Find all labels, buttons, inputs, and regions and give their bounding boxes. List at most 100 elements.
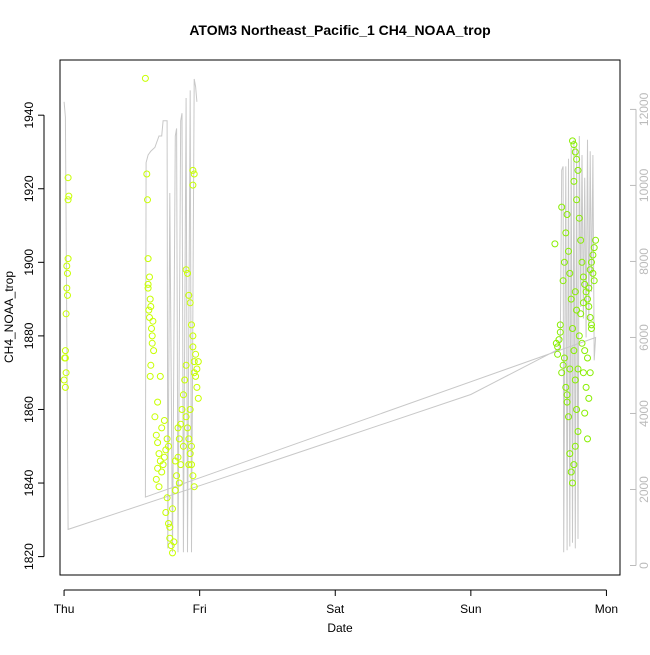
x-axis-label: Date [327, 621, 353, 635]
y2-tick-label: 12000 [637, 92, 650, 126]
data-point [62, 369, 70, 377]
data-point [573, 196, 581, 204]
data-point [186, 406, 194, 413]
data-point [179, 442, 187, 450]
data-point [175, 479, 183, 487]
data-point [571, 376, 579, 384]
data-point [145, 306, 153, 314]
data-point [590, 244, 598, 252]
data-point [558, 369, 566, 377]
data-point [165, 520, 172, 527]
data-point [185, 291, 193, 299]
data-point [577, 236, 585, 244]
data-point [151, 413, 159, 421]
data-point [571, 288, 579, 296]
data-point [163, 494, 171, 502]
y-tick-label: 1880 [22, 322, 36, 349]
data-point [184, 424, 191, 432]
data-point [64, 196, 72, 204]
data-point [194, 394, 202, 402]
data-point [574, 428, 582, 435]
data-point [144, 284, 152, 292]
data-point [188, 321, 195, 329]
data-point [573, 406, 581, 413]
data-point [562, 229, 570, 237]
data-point [149, 317, 157, 325]
data-point [146, 295, 154, 303]
data-point [65, 192, 73, 200]
data-point [171, 457, 179, 465]
data-point [588, 258, 595, 266]
data-point [154, 464, 162, 472]
data-point [160, 453, 168, 461]
data-point [189, 166, 197, 174]
y-axis-left: 1820 1840 1860 1880 1900 1920 1940 [22, 102, 45, 570]
data-point [186, 299, 194, 307]
data-point [169, 549, 176, 557]
data-point [178, 406, 186, 413]
data-point [188, 461, 195, 469]
x-axis: Thu Fri Sat Sun Mon [54, 589, 618, 616]
data-point [570, 461, 578, 469]
y2-tick-label: 8000 [637, 248, 650, 275]
data-point [162, 509, 170, 516]
data-point [563, 391, 571, 399]
y-tick-label: 1860 [22, 396, 36, 423]
data-point [571, 442, 579, 450]
x-tick-label: Fri [193, 602, 207, 616]
data-point [570, 141, 578, 149]
data-point [567, 295, 575, 303]
data-point [185, 435, 193, 443]
data-point [588, 325, 595, 332]
data-point [578, 258, 586, 266]
data-point [158, 468, 166, 476]
data-point [169, 505, 176, 513]
data-point [571, 148, 579, 156]
data-point [554, 343, 562, 351]
data-point [62, 310, 70, 318]
data-point [566, 269, 574, 277]
data-point [559, 361, 567, 369]
data-point [144, 255, 152, 263]
data-point [144, 196, 151, 204]
data-point [155, 450, 163, 458]
data-point [589, 251, 597, 259]
data-point [554, 350, 562, 358]
data-point [64, 269, 71, 277]
data-point [560, 354, 568, 362]
data-point [579, 369, 587, 377]
data-point [584, 435, 591, 443]
data-point [148, 339, 156, 347]
data-point [192, 372, 200, 380]
data-point [586, 314, 594, 321]
data-point [154, 439, 162, 447]
data-point [575, 214, 583, 222]
data-point [177, 461, 185, 469]
data-point [141, 74, 149, 82]
data-point [189, 181, 197, 189]
data-point [190, 358, 198, 366]
data-point [146, 372, 154, 380]
data-point [573, 306, 581, 314]
x-tick-label: Sat [326, 602, 345, 616]
data-point [562, 383, 570, 391]
data-point [551, 240, 559, 248]
data-point [165, 442, 172, 450]
chart-title: ATOM3 Northeast_Pacific_1 CH4_NOAA_trop [189, 22, 490, 38]
data-point [170, 538, 178, 546]
data-point [590, 277, 598, 285]
data-point [190, 483, 198, 491]
data-point [163, 435, 171, 443]
data-point [575, 332, 583, 340]
data-point [152, 431, 160, 439]
data-point [61, 347, 69, 355]
data-point [570, 177, 578, 185]
data-point [171, 486, 179, 494]
data-point [192, 350, 200, 358]
data-point [589, 269, 597, 277]
data-point [585, 284, 593, 292]
y-tick-label: 1820 [22, 543, 36, 570]
data-point [166, 523, 174, 531]
